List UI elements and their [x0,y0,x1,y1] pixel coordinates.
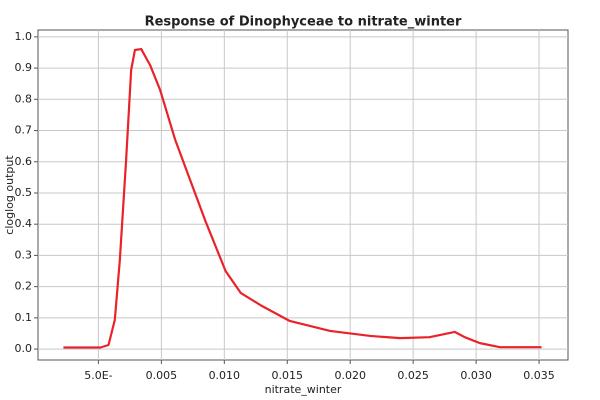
y-tick-label: 1.0 [15,30,33,43]
x-tick-label: 0.005 [146,369,178,382]
x-axis-label: nitrate_winter [265,383,342,396]
y-tick-label: 0.8 [15,92,33,105]
chart-title: Response of Dinophyceae to nitrate_winte… [145,15,462,30]
y-tick-label: 0.4 [15,217,33,230]
x-tick-label: 0.030 [460,369,492,382]
y-tick-label: 0.3 [15,248,33,261]
x-tick-label: 0.020 [334,369,366,382]
x-tick-label: 0.025 [397,369,429,382]
x-tick-label: 0.015 [272,369,304,382]
x-tick-label: 0.010 [209,369,241,382]
y-tick-label: 0.0 [15,342,33,355]
y-tick-label: 0.1 [15,311,33,324]
y-tick-label: 0.7 [15,124,33,137]
y-tick-label: 0.9 [15,61,33,74]
y-axis-label: cloglog output [3,155,16,235]
y-tick-label: 0.2 [15,280,33,293]
y-tick-label: 0.5 [15,186,33,199]
x-tick-label: 5.0E- [84,369,112,382]
response-curve [63,47,542,349]
y-tick-label: 0.6 [15,155,33,168]
plot-frame [37,29,569,361]
x-tick-label: 0.035 [523,369,555,382]
